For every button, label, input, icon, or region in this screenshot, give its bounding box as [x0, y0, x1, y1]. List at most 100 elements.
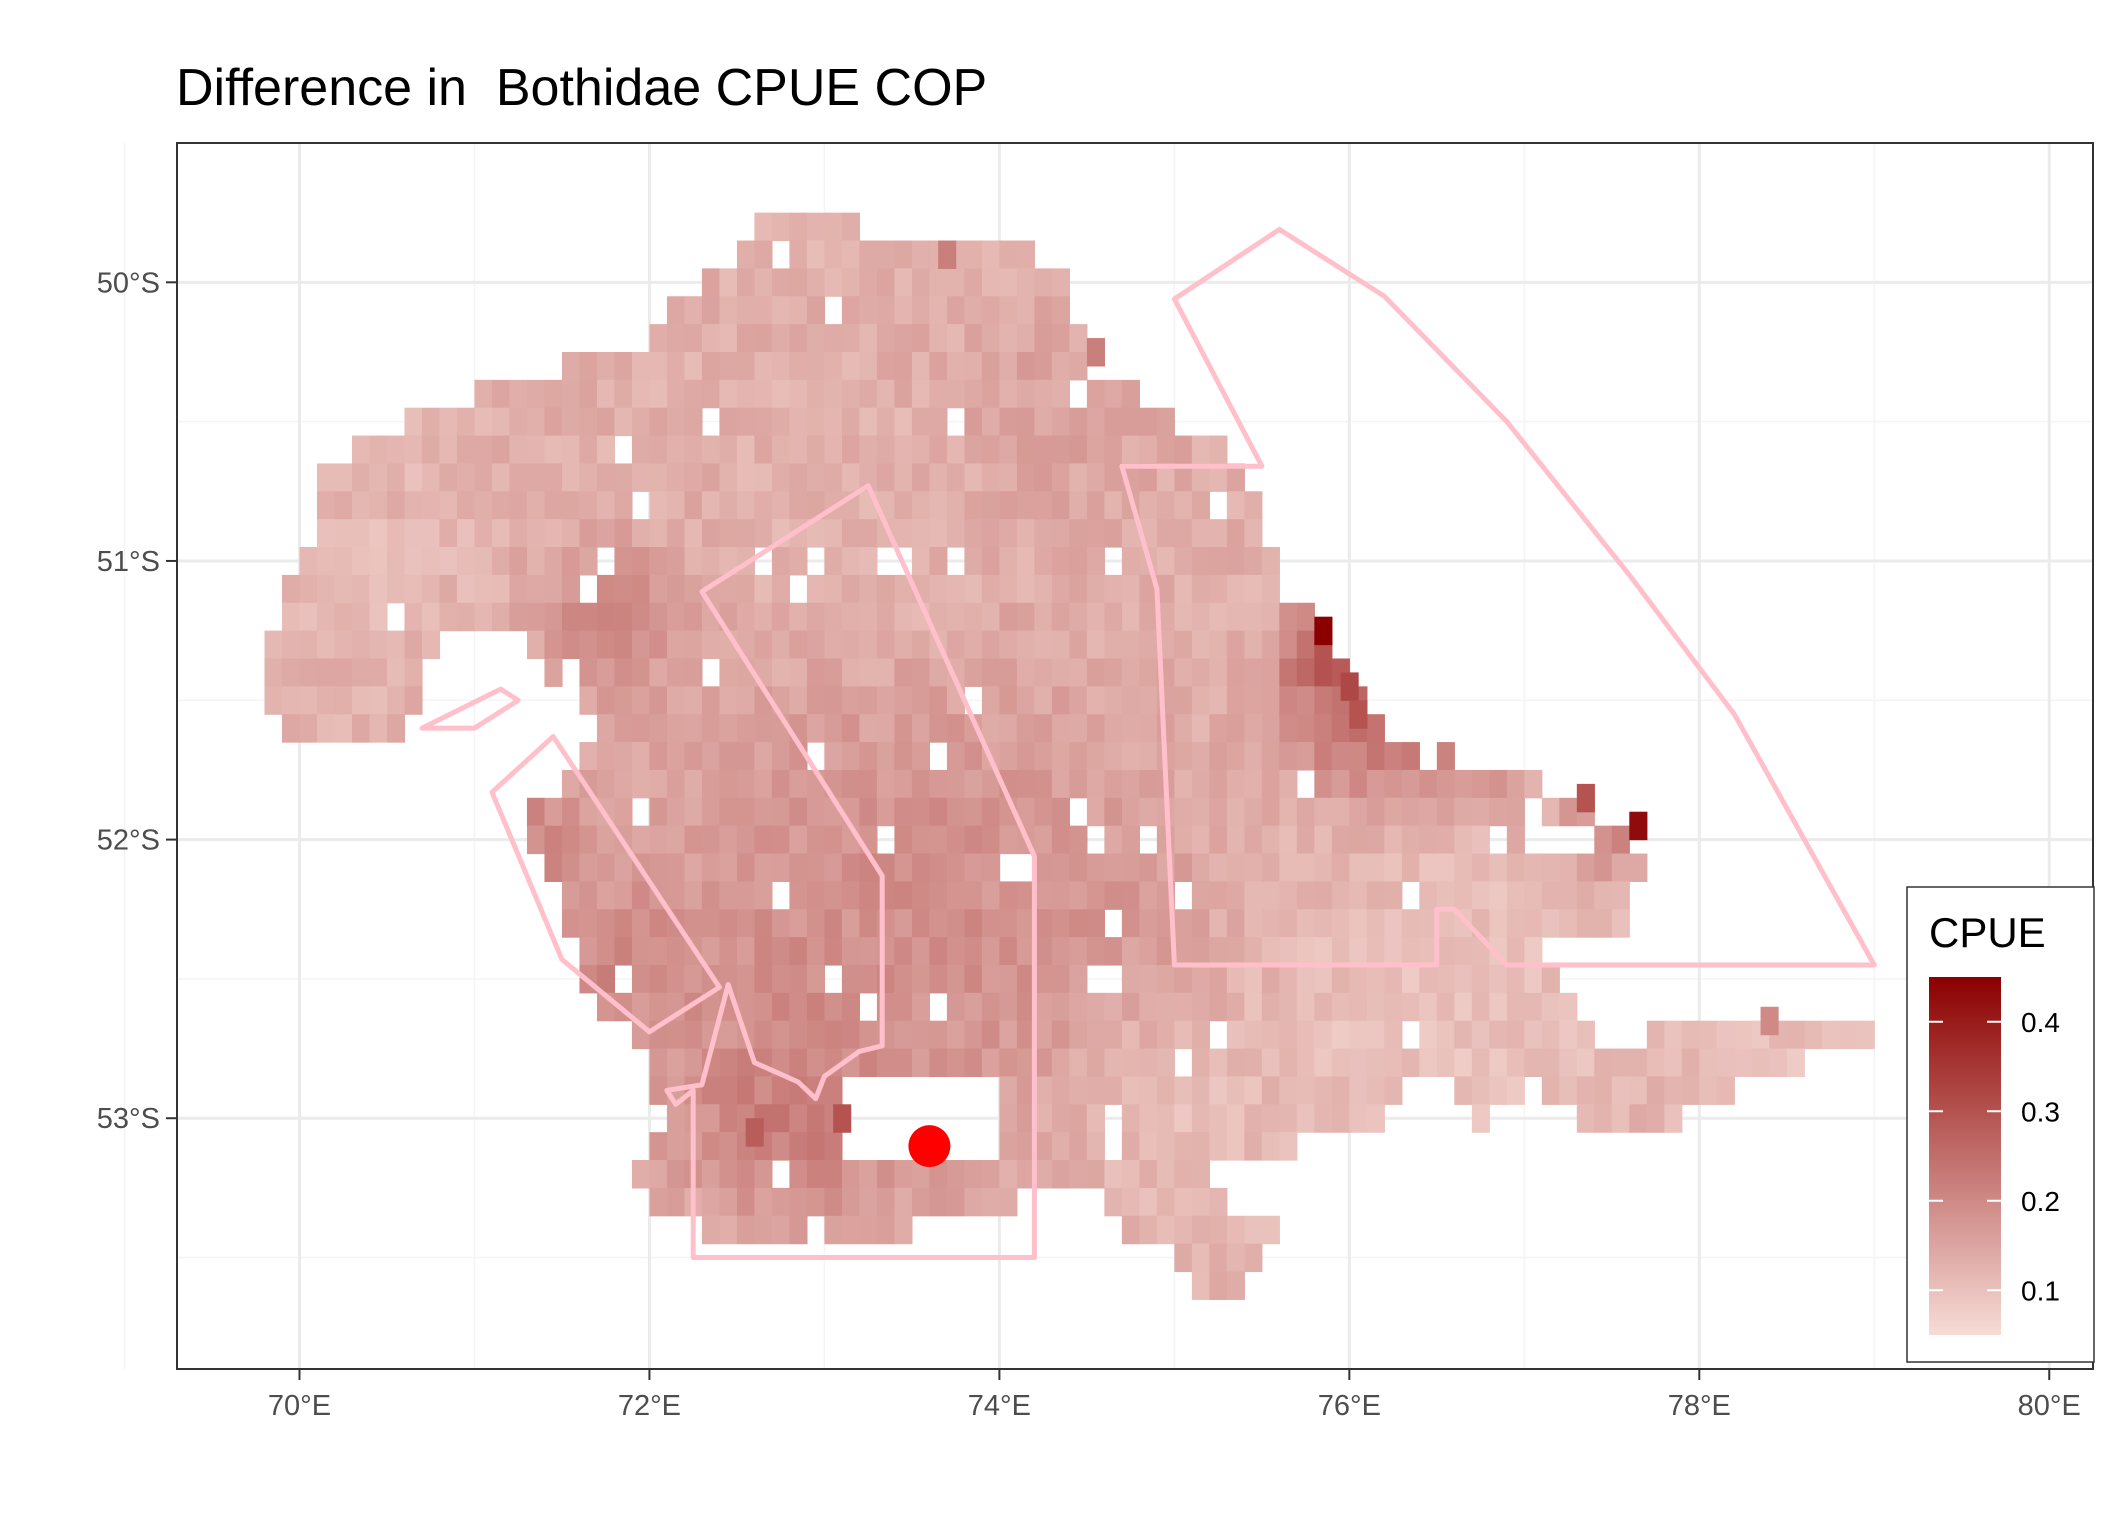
cpue-cell	[1261, 992, 1280, 1022]
cpue-cell	[736, 491, 756, 520]
cpue-cell	[579, 491, 598, 520]
cpue-cell	[1419, 937, 1438, 966]
cpue-cell	[876, 1215, 896, 1245]
cpue-cell	[824, 630, 843, 660]
cpue-cell	[1069, 742, 1088, 771]
cpue-cell	[1016, 742, 1035, 771]
cpue-cell	[1366, 853, 1385, 882]
cpue-cell	[1506, 1048, 1525, 1078]
cpue-cell	[806, 240, 826, 269]
cpue-cell	[859, 519, 878, 548]
cpue-cell	[876, 742, 896, 771]
cpue-cell	[789, 602, 808, 632]
cpue-cell	[299, 547, 318, 576]
cpue-cell	[649, 463, 668, 492]
cpue-cell	[561, 519, 581, 548]
cpue-cell	[1069, 1020, 1088, 1050]
cpue-cell	[911, 769, 930, 799]
cpue-cell	[649, 519, 668, 548]
cpue-cell	[579, 825, 598, 855]
cpue-cell	[719, 407, 738, 437]
cpue-cell	[1034, 937, 1053, 966]
cpue-cell	[1594, 909, 1613, 938]
cpue-cell	[421, 602, 441, 632]
cpue-cell	[1331, 825, 1350, 855]
cpue-cell	[544, 519, 563, 548]
cpue-cell	[1314, 964, 1333, 994]
cpue-cell	[544, 547, 563, 576]
cpue-cell	[1051, 1160, 1070, 1189]
cpue-cell	[981, 519, 1000, 548]
cpue-cell	[1191, 1271, 1210, 1300]
cpue-cell	[1156, 602, 1175, 632]
cpue-cell	[1489, 1048, 1508, 1078]
cpue-cell	[1401, 742, 1420, 771]
cpue-cell	[999, 1187, 1018, 1217]
cpue-cell	[1104, 1048, 1123, 1078]
cpue-cell	[876, 324, 896, 353]
cpue-cell	[439, 463, 458, 492]
cpue-cell	[1051, 547, 1070, 576]
cpue-cell	[806, 658, 826, 687]
cpue-cell	[1016, 630, 1035, 660]
cpue-cell	[1699, 1048, 1718, 1078]
cpue-cell	[684, 351, 703, 381]
cpue-cell	[771, 1215, 791, 1245]
cpue-cell	[1331, 992, 1350, 1022]
cpue-cell	[631, 686, 651, 715]
cpue-cell	[631, 992, 651, 1022]
cpue-cell	[806, 1187, 826, 1217]
cpue-cell	[1121, 1020, 1140, 1050]
cpue-cell	[701, 825, 721, 855]
cpue-cell	[789, 992, 808, 1022]
cpue-cell	[579, 435, 598, 465]
cpue-cell	[929, 686, 948, 715]
cpue-cell	[561, 463, 581, 492]
cpue-cell	[1156, 574, 1175, 604]
cpue-cell	[981, 296, 1000, 325]
cpue-cell	[859, 435, 878, 465]
cpue-cell	[491, 574, 511, 604]
cpue-cell	[1349, 1020, 1368, 1050]
cpue-cell	[771, 769, 791, 799]
cpue-cell	[894, 602, 913, 632]
cpue-cell	[701, 881, 721, 910]
cpue-cell	[316, 630, 336, 660]
cpue-cell	[456, 407, 476, 437]
cpue-cell	[1016, 407, 1035, 437]
cpue-cell	[1069, 519, 1088, 548]
cpue-cell	[911, 519, 930, 548]
cpue-cell	[1209, 1132, 1228, 1161]
cpue-cell	[649, 1076, 668, 1105]
cpue-cell	[649, 964, 668, 994]
cpue-cell	[911, 268, 930, 297]
cpue-cell	[1524, 964, 1543, 994]
cpue-cell	[614, 407, 633, 437]
cpue-cell	[754, 602, 773, 632]
cpue-cell	[964, 296, 983, 325]
cpue-cell	[1156, 1160, 1175, 1189]
cpue-cell	[1191, 797, 1210, 827]
cpue-cell	[999, 324, 1018, 353]
cpue-cell	[1629, 1076, 1648, 1105]
cpue-cell	[911, 491, 930, 520]
cpue-cell	[894, 324, 913, 353]
cpue-cell	[1541, 1020, 1560, 1050]
cpue-cell	[1261, 658, 1280, 687]
cpue-cell	[824, 1215, 843, 1245]
cpue-cell	[964, 658, 983, 687]
cpue-cell	[684, 853, 703, 882]
cpue-cell	[1454, 1048, 1473, 1078]
cpue-cell	[369, 658, 388, 687]
cpue-cell	[491, 547, 511, 576]
cpue-cell	[754, 1187, 773, 1217]
cpue-cell	[999, 686, 1018, 715]
cpue-cell	[684, 407, 703, 437]
cpue-cell	[911, 1020, 930, 1050]
cpue-cell	[1366, 937, 1385, 966]
cpue-cell	[754, 268, 773, 297]
cpue-cell	[1786, 1048, 1805, 1078]
cpue-cell	[981, 992, 1000, 1022]
y-tick-label: 51°S	[97, 546, 160, 578]
cpue-cell	[649, 1048, 668, 1078]
